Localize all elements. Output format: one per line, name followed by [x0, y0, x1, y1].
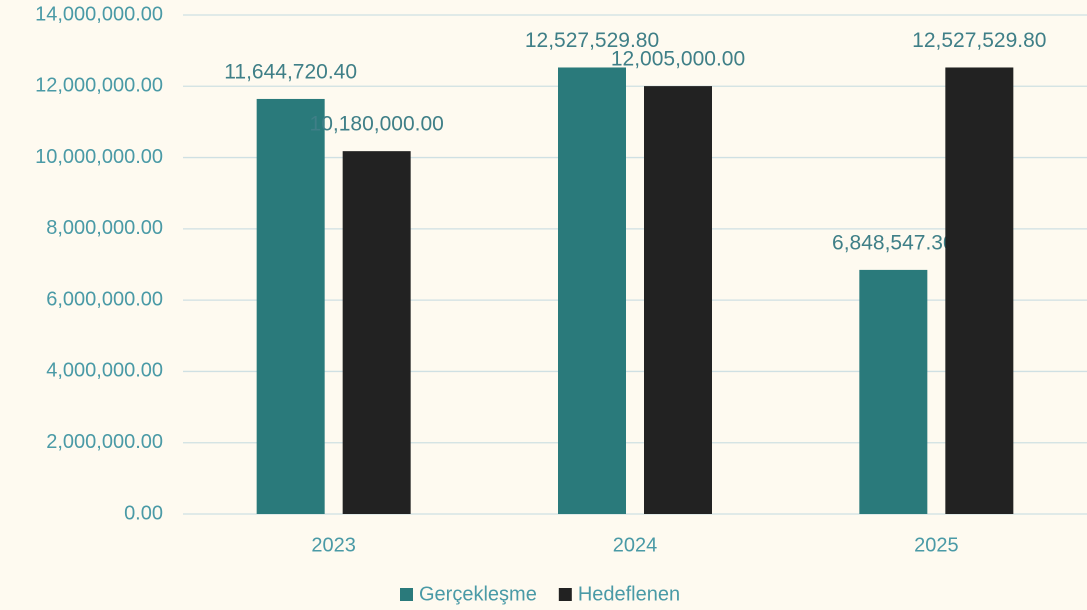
legend-swatch: [400, 588, 413, 601]
bar: [256, 98, 325, 515]
data-label: 11,644,720.40: [224, 60, 357, 83]
legend-label: Gerçekleşme: [419, 583, 537, 605]
data-label: 10,180,000.00: [310, 113, 444, 136]
x-tick-label: 2023: [311, 534, 356, 556]
y-tick-label: 12,000,000.00: [35, 75, 163, 97]
bar: [644, 86, 712, 515]
bar: [342, 151, 411, 515]
y-tick-label: 0.00: [124, 502, 163, 524]
data-label: 12,527,529.80: [525, 29, 659, 52]
bar: [859, 269, 928, 514]
legend-swatch: [558, 588, 572, 601]
data-label: 12,527,529.80: [912, 29, 1046, 52]
y-tick-label: 10,000,000.00: [35, 146, 163, 168]
bar: [558, 67, 626, 515]
x-tick-label: 2024: [613, 534, 658, 556]
data-label: 12,005,000.00: [611, 48, 745, 71]
y-tick-label: 2,000,000.00: [46, 431, 163, 453]
y-tick-label: 8,000,000.00: [46, 217, 163, 239]
data-label: 6,848,547.30: [832, 231, 955, 254]
y-tick-label: 4,000,000.00: [46, 360, 163, 382]
legend-label: Hedeflenen: [578, 583, 680, 605]
y-tick-label: 6,000,000.00: [46, 288, 163, 310]
y-tick-label: 14,000,000.00: [35, 3, 163, 25]
bar: [945, 67, 1014, 515]
x-tick-label: 2025: [914, 534, 959, 556]
